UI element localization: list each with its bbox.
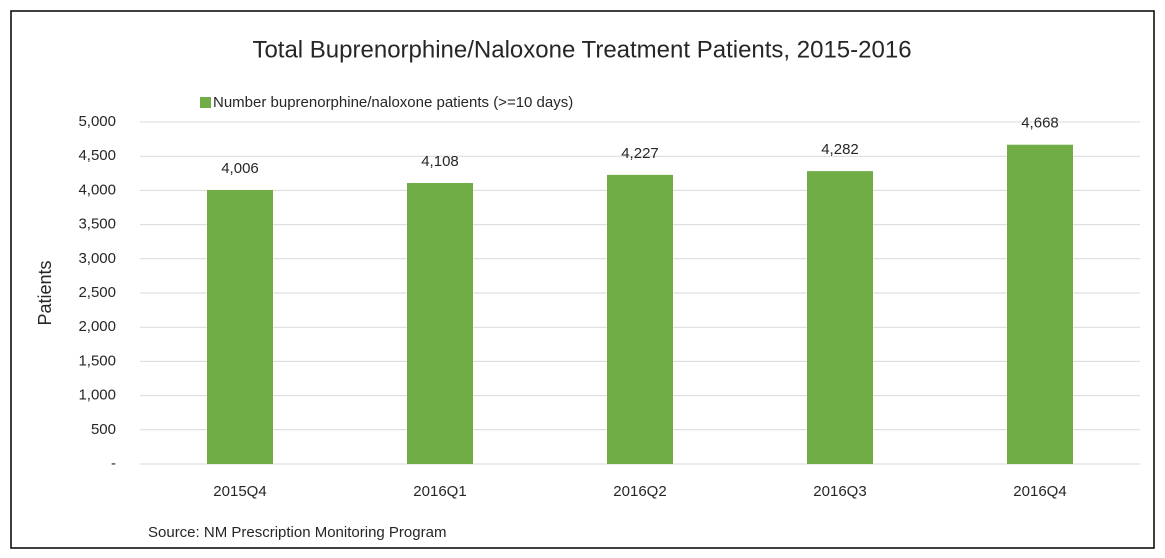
x-tick-label: 2016Q3 — [813, 483, 866, 500]
y-tick-label: 1,500 — [78, 352, 116, 369]
y-tick-label: 2,000 — [78, 318, 116, 335]
data-label: 4,282 — [821, 141, 859, 158]
chart-border — [10, 10, 1155, 549]
x-tick-label: 2015Q4 — [213, 483, 266, 500]
chart-title: Total Buprenorphine/Naloxone Treatment P… — [252, 36, 911, 63]
bar — [607, 174, 673, 464]
data-label: 4,006 — [221, 160, 259, 177]
y-tick-label: 5,000 — [78, 113, 116, 130]
y-tick-label: 3,000 — [78, 250, 116, 267]
bar — [207, 189, 273, 464]
y-tick-label: - — [111, 455, 116, 472]
y-tick-label: 4,500 — [78, 147, 116, 164]
y-tick-label: 3,500 — [78, 216, 116, 233]
x-tick-label: 2016Q1 — [413, 483, 466, 500]
legend-swatch — [200, 97, 211, 108]
bar — [407, 183, 473, 464]
y-tick-label: 2,500 — [78, 284, 116, 301]
bar — [1007, 144, 1073, 464]
legend-label: Number buprenorphine/naloxone patients (… — [213, 94, 573, 111]
y-tick-label: 500 — [91, 421, 116, 438]
x-tick-label: 2016Q4 — [1013, 483, 1066, 500]
y-axis-label: Patients — [35, 260, 55, 325]
data-label: 4,227 — [621, 145, 659, 162]
source-note: Source: NM Prescription Monitoring Progr… — [148, 524, 446, 541]
data-label: 4,108 — [421, 153, 459, 170]
bar — [807, 171, 873, 464]
y-tick-label: 1,000 — [78, 387, 116, 404]
data-label: 4,668 — [1021, 115, 1059, 132]
x-tick-label: 2016Q2 — [613, 483, 666, 500]
y-tick-label: 4,000 — [78, 181, 116, 198]
